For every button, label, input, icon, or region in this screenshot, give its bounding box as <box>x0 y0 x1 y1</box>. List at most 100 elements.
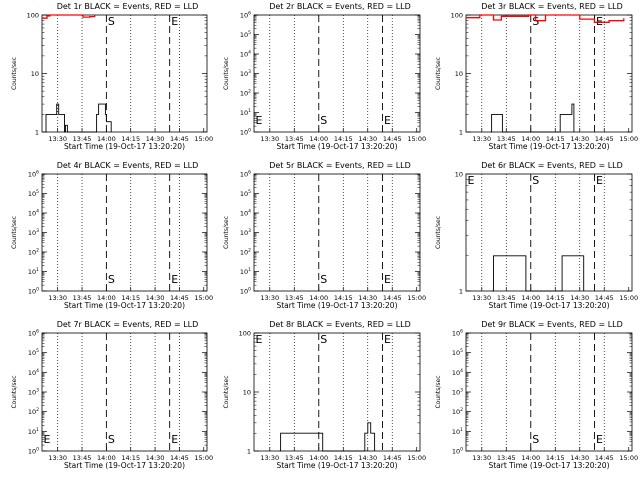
panel-1-frame <box>41 14 208 133</box>
panel-1-marker-s: S <box>108 15 115 28</box>
panel-2-xlabel: Start Time (19-Oct-17 13:20:20) <box>276 142 397 151</box>
panel-9-title: Det 9r BLACK = Events, RED = LLD <box>481 320 623 329</box>
panel-6-frame <box>465 173 633 292</box>
panel-2-xtick-label: 14:45 <box>383 135 402 143</box>
panel-3-frame <box>465 14 633 133</box>
panel-6-marker-s: S <box>532 174 539 187</box>
panel-2-ylabel: Counts/sec <box>223 57 230 90</box>
panel-7-corner-label: E <box>44 433 51 446</box>
panel-1-xtick-label: 14:15 <box>121 135 140 143</box>
panel-8-marker-s: S <box>320 333 327 346</box>
panel-9-xtick-label: 13:30 <box>472 454 491 462</box>
panel-4-xlabel: Start Time (19-Oct-17 13:20:20) <box>64 301 185 310</box>
panel-8-frame <box>253 332 421 452</box>
panel-7-ytick-label: 104 <box>28 368 39 377</box>
panel-5-ytick-label: 101 <box>240 267 251 276</box>
panel-8-xtick-label: 14:15 <box>334 454 353 462</box>
panel-4-marker-s: S <box>108 273 115 286</box>
panel-6-xtick-label: 14:15 <box>546 294 565 302</box>
panel-4-ylabel: Counts/sec <box>11 216 18 249</box>
panel-2-marker-e: E <box>384 114 391 127</box>
panel-2-frame <box>253 14 421 133</box>
panel-3: Det 3r BLACK = Events, RED = LLD Counts/s… <box>435 2 638 151</box>
panel-4-ytick-label: 102 <box>28 248 39 257</box>
panel-2-xtick-label: 13:30 <box>260 135 279 143</box>
panel-9-xtick-label: 14:45 <box>595 454 614 462</box>
panel-8-ylabel: Counts/sec <box>223 375 230 408</box>
panel-4-ytick-label: 106 <box>28 170 39 179</box>
panel-9-marker-e: E <box>596 433 603 446</box>
panel-1-ylabel: Counts/sec <box>11 57 18 90</box>
panel-2-corner-label: E <box>256 114 263 127</box>
panel-4-ytick-label: 101 <box>28 267 39 276</box>
panel-2-ytick-label: 104 <box>240 50 251 59</box>
panel-5-ytick-label: 100 <box>240 287 251 296</box>
panel-9: Det 9r BLACK = Events, RED = LLD Counts/s… <box>435 320 638 470</box>
panel-3-series-lld <box>466 14 625 23</box>
panel-2-xtick-label: 14:00 <box>309 135 328 143</box>
panel-5: Det 5r BLACK = Events, RED = LLD Counts/s… <box>223 161 426 310</box>
panel-9-ytick-label: 103 <box>452 388 463 397</box>
panel-3-xtick-label: 13:45 <box>497 135 516 143</box>
panel-9-ytick-label: 100 <box>452 447 463 456</box>
panel-3-title: Det 3r BLACK = Events, RED = LLD <box>481 2 623 11</box>
panel-1-xlabel: Start Time (19-Oct-17 13:20:20) <box>64 142 185 151</box>
panel-9-xtick-label: 14:00 <box>521 454 540 462</box>
panel-5-xtick-label: 13:30 <box>260 294 279 302</box>
panel-4-xtick-label: 14:15 <box>121 294 140 302</box>
panel-1: Det 1r BLACK = Events, RED = LLD Counts/s… <box>11 2 213 151</box>
panel-3-series-events <box>490 103 575 133</box>
panel-3-xtick-label: 13:30 <box>472 135 491 143</box>
panel-2-ytick-label: 103 <box>240 69 251 78</box>
panel-7-xtick-label: 14:15 <box>121 454 140 462</box>
panel-2-ytick-label: 100 <box>240 128 251 137</box>
panel-6-marker-e: E <box>596 174 603 187</box>
panel-4-title: Det 4r BLACK = Events, RED = LLD <box>57 161 199 170</box>
panel-5-title: Det 5r BLACK = Events, RED = LLD <box>269 161 411 170</box>
panel-8-marker-e: E <box>384 333 391 346</box>
panel-4-xtick-label: 15:00 <box>194 294 213 302</box>
panel-2-xtick-label: 14:15 <box>334 135 353 143</box>
panel-7-ytick-label: 105 <box>28 348 39 357</box>
panel-3-xtick-label: 15:00 <box>619 135 638 143</box>
panel-2-marker-s: S <box>320 114 327 127</box>
panel-9-ytick-label: 106 <box>452 329 463 338</box>
panel-1-ytick-label: 1 <box>35 129 39 137</box>
panel-9-xtick-label: 14:30 <box>570 454 589 462</box>
panel-5-xtick-label: 15:00 <box>407 294 426 302</box>
panel-8-xtick-label: 14:00 <box>309 454 328 462</box>
panel-1-series-lld <box>42 14 96 19</box>
panel-8-ytick-label: 10 <box>243 389 251 397</box>
panel-8-ytick-label: 1 <box>247 448 251 456</box>
panel-7-xtick-label: 14:00 <box>97 454 116 462</box>
panel-7-ytick-label: 101 <box>28 427 39 436</box>
panel-9-ytick-label: 101 <box>452 427 463 436</box>
panel-6-xtick-label: 14:00 <box>521 294 540 302</box>
panel-9-xtick-label: 13:45 <box>497 454 516 462</box>
panel-4-xtick-label: 13:45 <box>73 294 92 302</box>
panel-8-ytick-label: 100 <box>239 330 251 338</box>
panel-2-ytick-label: 106 <box>240 11 251 20</box>
panel-5-ytick-label: 105 <box>240 189 251 198</box>
panel-8-xtick-label: 14:45 <box>383 454 402 462</box>
panel-4-xtick-label: 14:45 <box>170 294 189 302</box>
panel-1-xtick-label: 14:30 <box>146 135 165 143</box>
panel-1-series-events <box>45 103 112 133</box>
panel-7-xtick-label: 13:45 <box>73 454 92 462</box>
panel-7-xtick-label: 15:00 <box>194 454 213 462</box>
panel-5-ytick-label: 102 <box>240 248 251 257</box>
panel-2-ytick-label: 105 <box>240 30 251 39</box>
panel-7-ytick-label: 103 <box>28 388 39 397</box>
panel-8-series-events <box>279 422 376 452</box>
panel-1-xtick-label: 13:45 <box>73 135 92 143</box>
panel-6-ytick-label: 1 <box>459 288 463 296</box>
panel-4-marker-e: E <box>171 273 178 286</box>
panel-6-ylabel: Counts/sec <box>435 216 442 249</box>
panel-7-marker-e: E <box>171 433 178 446</box>
panel-5-xlabel: Start Time (19-Oct-17 13:20:20) <box>276 301 397 310</box>
panel-7-xlabel: Start Time (19-Oct-17 13:20:20) <box>64 461 185 470</box>
panel-1-xtick-label: 15:00 <box>194 135 213 143</box>
panel-5-xtick-label: 14:15 <box>334 294 353 302</box>
panel-7-ytick-label: 102 <box>28 407 39 416</box>
panel-9-xtick-label: 15:00 <box>619 454 638 462</box>
